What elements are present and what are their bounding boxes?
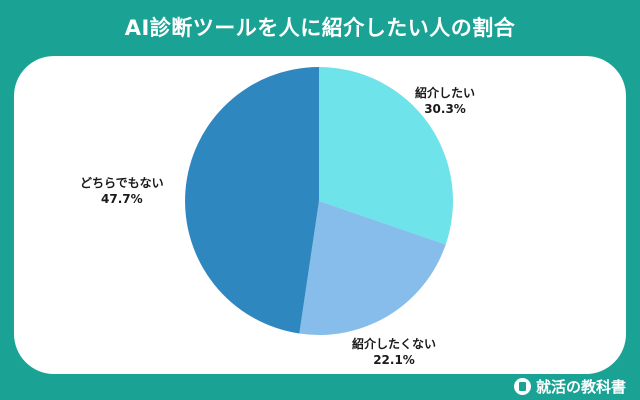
slice-label-want: 紹介したい 30.3%	[415, 85, 475, 117]
slice-label-want-name: 紹介したい	[415, 86, 476, 100]
slice-label-not-want: 紹介したくない 22.1%	[352, 336, 436, 368]
brand-name: 就活の教科書	[535, 377, 626, 396]
brand-logo: 就活の教科書	[513, 375, 626, 397]
book-icon	[513, 377, 531, 395]
slice-label-neutral-pct: 47.7%	[101, 192, 143, 206]
slice-label-neutral: どちらでもない 47.7%	[80, 175, 164, 207]
pie-slice-not-want	[299, 201, 446, 335]
slice-label-not-want-name: 紹介したくない	[352, 337, 437, 351]
pie-slice-want	[319, 67, 453, 245]
page-title: AI診断ツールを人に紹介したい人の割合	[124, 16, 516, 40]
pie-slice-neutral	[185, 67, 319, 334]
slice-label-neutral-name: どちらでもない	[80, 176, 164, 190]
slice-label-not-want-pct: 22.1%	[373, 353, 415, 367]
slice-label-want-pct: 30.3%	[424, 102, 466, 116]
